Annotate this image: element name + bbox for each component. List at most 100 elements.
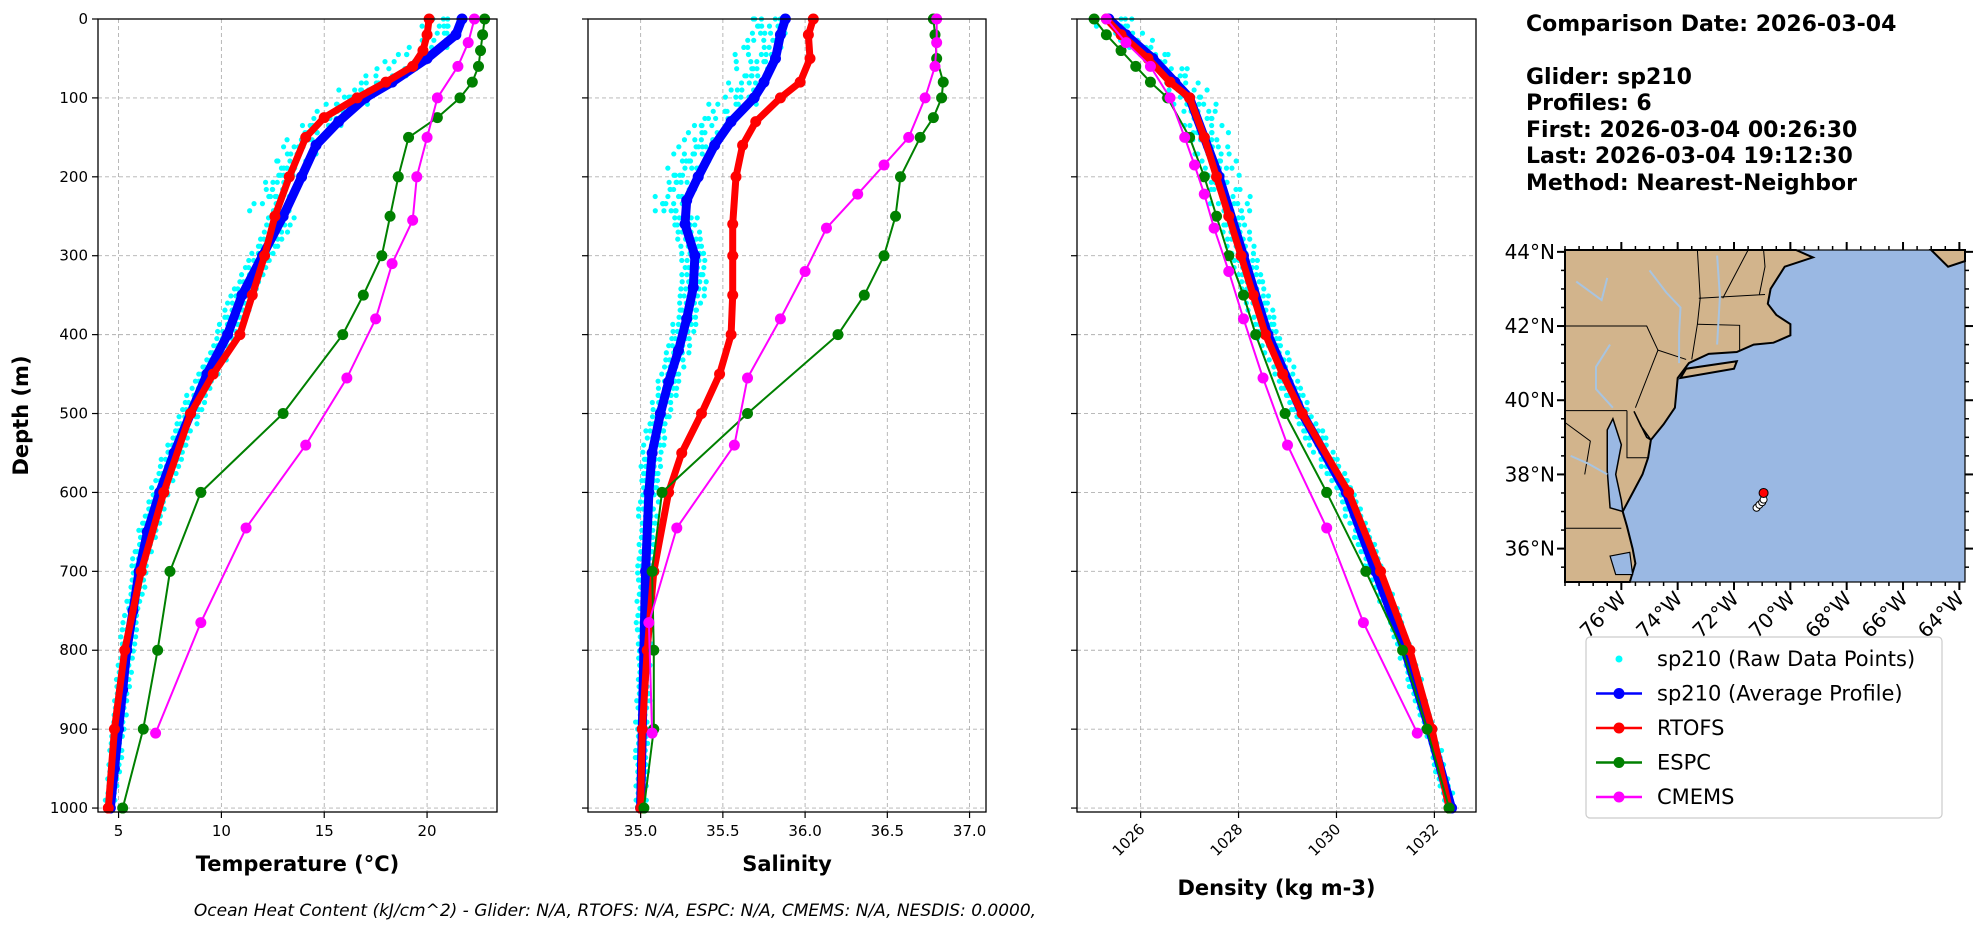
raw-point xyxy=(1182,73,1188,79)
data-point xyxy=(894,171,906,183)
raw-point xyxy=(1302,435,1309,441)
raw-point xyxy=(724,108,730,114)
legend-marker xyxy=(1613,688,1625,699)
raw-point xyxy=(1330,449,1336,455)
raw-point xyxy=(697,300,704,306)
data-point xyxy=(431,92,443,104)
raw-point xyxy=(692,222,698,228)
raw-point xyxy=(1297,385,1304,391)
raw-point xyxy=(1277,343,1284,349)
data-point xyxy=(466,76,478,88)
raw-point xyxy=(681,293,687,299)
panel-1: 0 100 200 300 400 500 600 700 800 900 1000 5 10 15 20 T… xyxy=(9,10,498,876)
raw-point xyxy=(1290,371,1296,377)
data-point xyxy=(407,60,419,72)
data-point xyxy=(150,727,162,739)
river xyxy=(1716,255,1721,345)
data-point xyxy=(1296,408,1308,420)
raw-point xyxy=(1233,158,1239,164)
x-tick-label: 20 xyxy=(418,822,437,840)
data-point xyxy=(1144,60,1156,72)
raw-point xyxy=(287,222,293,228)
raw-point xyxy=(668,406,674,413)
raw-point xyxy=(129,563,135,569)
data-point xyxy=(1164,92,1176,104)
raw-point xyxy=(701,264,707,271)
raw-point xyxy=(761,44,767,51)
data-point xyxy=(195,486,207,498)
raw-point xyxy=(633,620,639,626)
data-point xyxy=(1198,131,1210,143)
raw-point xyxy=(1177,73,1183,79)
data-point xyxy=(246,289,258,301)
raw-point xyxy=(1215,144,1221,150)
raw-point xyxy=(635,563,641,569)
data-point xyxy=(376,250,388,262)
raw-point xyxy=(668,399,674,406)
raw-point xyxy=(192,378,199,384)
raw-point xyxy=(119,627,125,633)
raw-point xyxy=(733,59,739,65)
raw-point xyxy=(652,520,658,526)
data-point xyxy=(852,188,864,200)
raw-point xyxy=(748,59,754,65)
pamlico-sound xyxy=(1609,551,1634,576)
x-tick-label: 1030 xyxy=(1305,820,1345,860)
axes-frame xyxy=(587,18,987,813)
raw-point xyxy=(694,215,700,221)
raw-point xyxy=(1264,300,1271,306)
x-tick-label: 1028 xyxy=(1207,820,1247,860)
raw-point xyxy=(1342,513,1348,519)
state-border xyxy=(1697,323,1741,351)
raw-point xyxy=(697,236,703,242)
data-point xyxy=(296,171,308,183)
raw-point xyxy=(1191,87,1197,93)
raw-point xyxy=(692,137,698,143)
data-point xyxy=(119,644,131,656)
map-lat-label: 36°N xyxy=(1505,537,1555,561)
raw-point xyxy=(314,108,320,114)
raw-point xyxy=(1329,477,1335,484)
raw-point xyxy=(743,73,749,79)
series-sp210-average-profile- xyxy=(635,13,791,814)
raw-point xyxy=(703,144,709,150)
data-point xyxy=(1198,188,1210,200)
raw-point xyxy=(661,364,668,370)
raw-point xyxy=(678,243,684,249)
raw-point xyxy=(1253,264,1260,271)
legend: sp210 (Raw Data Points) sp210 (Average Pr… xyxy=(1585,636,1943,819)
data-point xyxy=(914,131,926,143)
raw-point xyxy=(139,591,145,597)
raw-point xyxy=(1244,201,1250,207)
data-point xyxy=(727,289,739,301)
raw-point xyxy=(178,456,185,462)
raw-point xyxy=(1219,122,1225,129)
state-border xyxy=(1626,410,1649,459)
data-point xyxy=(207,368,219,380)
data-point xyxy=(671,522,683,534)
raw-point xyxy=(1179,66,1185,72)
data-point xyxy=(1282,439,1294,451)
data-point xyxy=(646,447,658,459)
raw-point xyxy=(1217,158,1224,164)
raw-point xyxy=(734,87,740,93)
map-lon-label: 64°W xyxy=(1913,586,1969,642)
raw-point xyxy=(251,201,257,207)
raw-point xyxy=(713,115,719,122)
raw-point xyxy=(722,94,729,100)
data-point xyxy=(117,802,129,814)
data-point xyxy=(903,131,915,143)
data-point xyxy=(102,802,114,814)
data-point xyxy=(1211,171,1223,183)
raw-point xyxy=(738,80,745,86)
legend-label: CMEMS xyxy=(1657,785,1735,809)
raw-point xyxy=(269,186,275,193)
y-tick-label: 100 xyxy=(59,89,88,107)
raw-point xyxy=(1291,364,1297,370)
raw-point xyxy=(284,137,290,143)
data-point xyxy=(656,486,668,498)
raw-point xyxy=(655,385,662,391)
raw-point xyxy=(1253,272,1259,278)
raw-point xyxy=(1201,101,1207,107)
x-axis-label: Density (kg m-3) xyxy=(1177,876,1375,900)
